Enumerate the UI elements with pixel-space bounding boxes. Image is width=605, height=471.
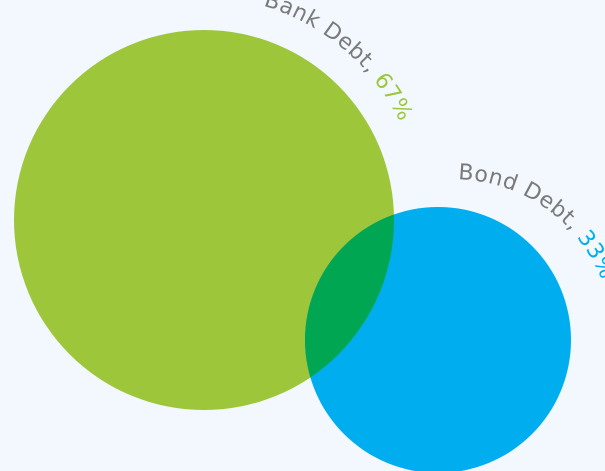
bank-debt-circle [14, 30, 394, 410]
